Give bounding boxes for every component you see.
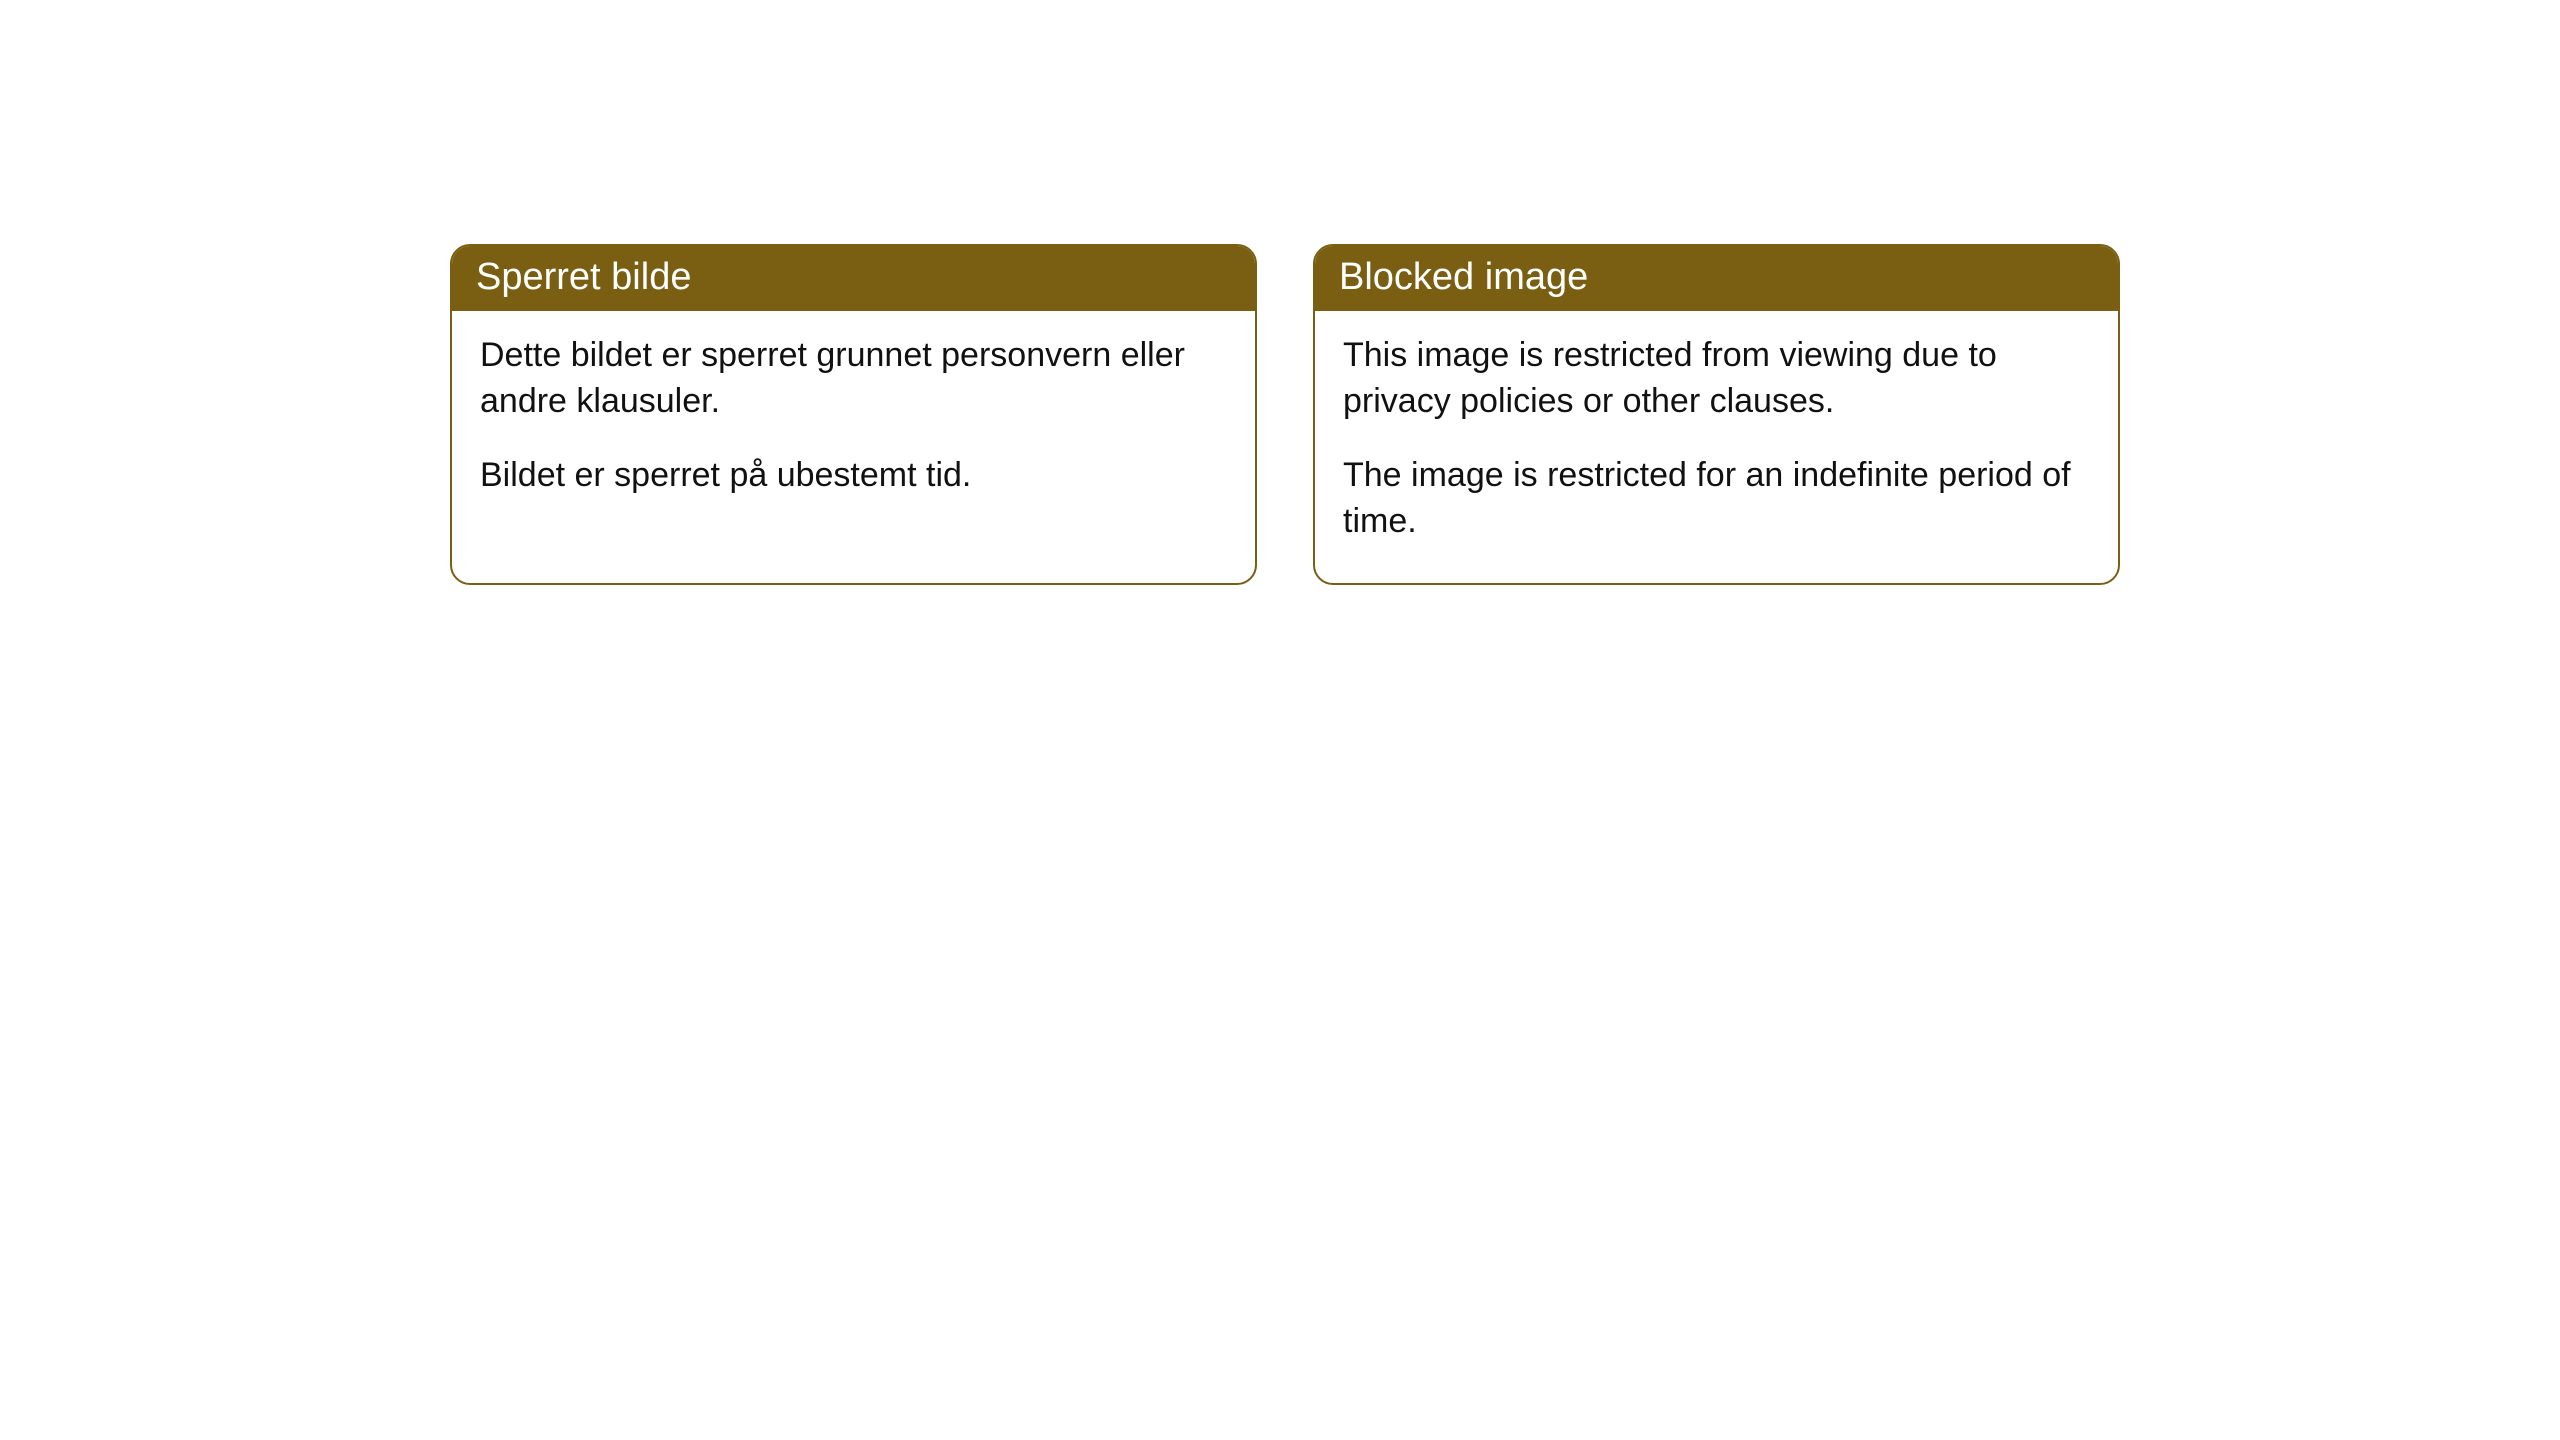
notice-card-norwegian: Sperret bilde Dette bildet er sperret gr…: [450, 244, 1257, 585]
card-paragraph: The image is restricted for an indefinit…: [1343, 453, 2090, 545]
card-body: Dette bildet er sperret grunnet personve…: [452, 311, 1255, 537]
card-paragraph: Dette bildet er sperret grunnet personve…: [480, 333, 1227, 425]
notice-cards-container: Sperret bilde Dette bildet er sperret gr…: [450, 244, 2120, 585]
card-header: Sperret bilde: [452, 246, 1255, 311]
card-paragraph: This image is restricted from viewing du…: [1343, 333, 2090, 425]
card-body: This image is restricted from viewing du…: [1315, 311, 2118, 583]
card-header: Blocked image: [1315, 246, 2118, 311]
notice-card-english: Blocked image This image is restricted f…: [1313, 244, 2120, 585]
card-paragraph: Bildet er sperret på ubestemt tid.: [480, 453, 1227, 499]
